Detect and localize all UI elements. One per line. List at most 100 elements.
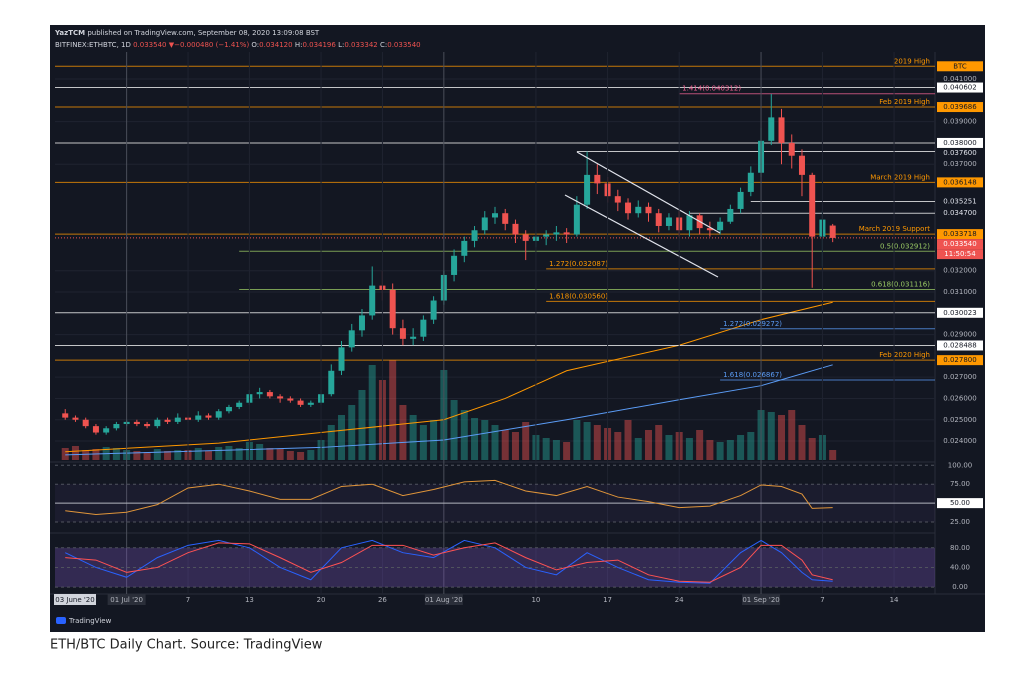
candle-body xyxy=(72,417,79,420)
x-tick-label: 24 xyxy=(675,596,684,604)
ohlc-label: C: xyxy=(380,41,387,49)
level-label: Feb 2019 High xyxy=(879,98,930,106)
x-tick-label: 7 xyxy=(186,596,190,604)
volume-bar xyxy=(737,435,745,460)
candle-body xyxy=(625,202,632,214)
volume-bar xyxy=(266,448,274,460)
candle-body xyxy=(430,300,437,320)
volume-bar xyxy=(460,410,468,460)
candle-body xyxy=(717,221,724,231)
candle-body xyxy=(706,228,713,231)
volume-bar xyxy=(583,422,591,460)
candle-body xyxy=(389,289,396,329)
stoch-line xyxy=(65,539,833,584)
candle-body xyxy=(522,234,529,241)
level-label: 1.618(0.030560) xyxy=(549,292,608,300)
publish-line: YazTCM published on TradingView.com, Sep… xyxy=(54,29,320,37)
candle-body xyxy=(338,347,345,371)
volume-bar xyxy=(624,420,632,460)
axis-label-box xyxy=(937,239,983,250)
candle-body xyxy=(277,396,284,399)
level-label: 0.618(0.031116) xyxy=(871,281,930,289)
candle-body xyxy=(645,206,652,214)
stoch-tick-label: 40.00 xyxy=(950,563,970,571)
candle-body xyxy=(348,330,355,348)
volume-bar xyxy=(389,360,397,460)
candle-body xyxy=(747,172,754,192)
volume-bar xyxy=(767,412,775,460)
y-tick-label: 0.029000 xyxy=(943,331,976,339)
volume-bar xyxy=(808,438,816,460)
volume-bar xyxy=(716,442,724,460)
axis-label-box xyxy=(937,102,983,113)
y-tick-label: 0.024000 xyxy=(943,437,976,445)
candle-body xyxy=(328,370,335,395)
plot-area: 2019 High 1.414(0.040312) Feb 2019 High Mar… xyxy=(55,57,935,460)
volume-bar xyxy=(297,452,305,460)
candle-body xyxy=(512,223,519,235)
axis-label: 0.028488 xyxy=(943,341,976,349)
volume-bar xyxy=(501,430,509,460)
stoch-line xyxy=(65,542,833,583)
candle-body xyxy=(594,174,601,184)
countdown: 11:50:54 xyxy=(944,250,976,258)
axis-label: 0.027800 xyxy=(943,356,976,364)
ohlc-value: 0.034120 xyxy=(259,41,292,49)
candle-body xyxy=(154,419,161,427)
volume-bar xyxy=(419,425,427,460)
axis-label: 0.038000 xyxy=(943,139,976,147)
cursor-label-box xyxy=(54,594,96,605)
x-tick-label: 01 Sep '20 xyxy=(742,596,779,604)
volume-bar xyxy=(71,446,79,460)
y-tick-label: 0.037000 xyxy=(943,160,976,168)
price: 0.033540 xyxy=(133,41,166,49)
axis-label: 0.030023 xyxy=(943,309,976,317)
x-tick-label: 20 xyxy=(317,596,326,604)
x-tick-label: 17 xyxy=(603,596,612,604)
y-tick-label: 0.032000 xyxy=(943,267,976,275)
rsi-tick-label: 25.00 xyxy=(950,518,970,526)
x-tick-label: 13 xyxy=(245,596,254,604)
axis-label-box xyxy=(937,340,983,351)
candle-body xyxy=(225,406,232,412)
candle-body xyxy=(205,415,212,418)
y-tick-label: 0.025000 xyxy=(943,416,976,424)
candle-body xyxy=(62,413,69,418)
trend-channel xyxy=(564,151,721,278)
volume-bar xyxy=(634,438,642,460)
candle-body xyxy=(829,225,836,238)
volume-bar xyxy=(665,435,673,460)
volume-bar xyxy=(829,450,837,460)
axis-label: 0.033540 xyxy=(943,240,976,248)
volume-bar xyxy=(133,451,141,460)
candle-body xyxy=(584,174,591,205)
axis-label-box xyxy=(937,137,983,148)
axis-label-box xyxy=(937,498,983,509)
volume-bar xyxy=(747,432,755,460)
candle-body xyxy=(215,411,222,418)
volume-bar xyxy=(153,449,161,460)
logo-text: TradingView xyxy=(68,617,112,625)
candle-body xyxy=(297,400,304,405)
ohlc-value: 0.033540 xyxy=(387,41,420,49)
rsi-tick-label: 75.00 xyxy=(950,480,970,488)
volume-bar xyxy=(614,432,622,460)
ohlc-value: 0.034196 xyxy=(302,41,336,49)
volume-bar xyxy=(552,440,560,460)
level-label: March 2019 High xyxy=(870,173,930,181)
candle-body xyxy=(133,421,140,425)
volume-bar xyxy=(327,425,335,460)
axis-label: 0.035251 xyxy=(943,197,976,205)
x-tick-label: 14 xyxy=(890,596,899,604)
moving-average xyxy=(65,301,833,453)
axis-label: 0.036148 xyxy=(943,178,976,186)
candle-body xyxy=(287,398,294,401)
volume-bar xyxy=(522,422,530,460)
volume-bar xyxy=(573,420,581,460)
candle-body xyxy=(266,392,273,397)
channel-line xyxy=(564,194,719,278)
candle-body xyxy=(614,196,621,203)
stoch-tick-label: 80.00 xyxy=(950,544,970,552)
countdown-box xyxy=(937,249,983,260)
candle-body xyxy=(399,328,406,339)
